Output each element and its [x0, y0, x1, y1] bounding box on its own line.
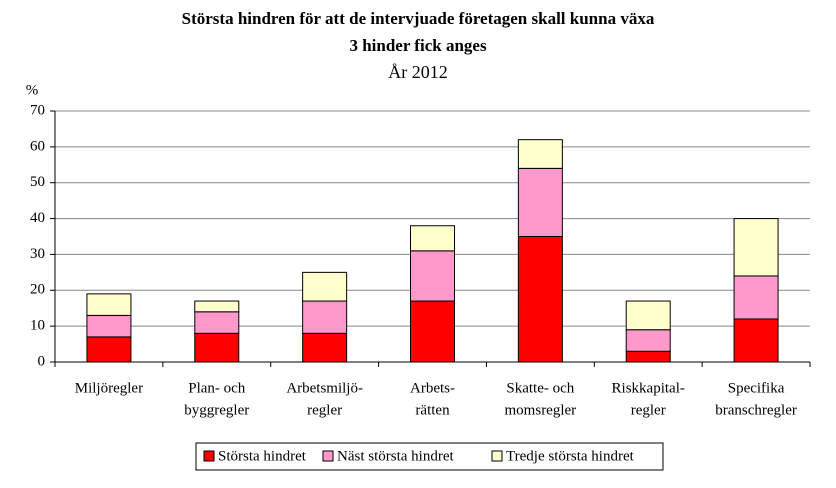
y-tick-label: 0 [38, 353, 46, 369]
x-tick-label: Plan- och [188, 380, 246, 396]
x-tick-label: byggregler [184, 402, 249, 418]
y-tick-label: 60 [30, 138, 45, 154]
x-tick-label: Miljöregler [75, 380, 143, 396]
x-tick-label: Arbets- [410, 380, 455, 396]
y-tick-label: 30 [30, 246, 45, 262]
bar-segment [733, 218, 779, 277]
bar-segment [517, 139, 563, 169]
bar-segment [194, 300, 240, 313]
legend-swatch [491, 450, 503, 462]
bar-segment [302, 332, 348, 363]
bar-segment [733, 318, 779, 363]
chart-title: Största hindren för att de intervjuade f… [182, 9, 655, 28]
x-tick-label: regler [307, 402, 342, 418]
bar-segment [194, 332, 240, 363]
x-tick-label: Arbetsmiljö- [286, 380, 363, 396]
bar-segment [625, 329, 671, 352]
bar-segment [625, 350, 671, 363]
bar-segment [410, 300, 455, 363]
legend-label: Tredje största hindret [506, 448, 635, 464]
bar-segment [86, 336, 132, 363]
y-tick-label: 70 [30, 102, 45, 118]
bar-segment [86, 314, 132, 338]
bar-segment [410, 250, 455, 302]
bar-segment [194, 311, 240, 334]
x-tick-label: momsregler [505, 402, 577, 418]
x-tick-label: branschregler [715, 402, 797, 418]
y-tick-label: 40 [30, 210, 45, 226]
x-tick-label: rätten [415, 402, 450, 418]
bar-segment [517, 236, 563, 363]
chart-subtitle: År 2012 [388, 62, 448, 82]
y-tick-label: 20 [30, 282, 45, 298]
legend-box [195, 442, 664, 471]
bar-segment [302, 300, 348, 334]
y-axis-label: % [26, 82, 39, 98]
legend-swatch [203, 450, 215, 462]
x-tick-label: Skatte- och [506, 380, 574, 396]
bar-segment [302, 271, 348, 302]
y-tick-label: 10 [30, 318, 45, 334]
x-tick-label: Riskkapital- [612, 380, 685, 396]
y-tick-label: 50 [30, 174, 45, 190]
bar-segment [625, 300, 671, 331]
chart-title: 3 hinder fick anges [349, 36, 487, 55]
x-tick-label: Specifika [728, 380, 785, 396]
legend-swatch [322, 450, 334, 462]
bar-segment [410, 225, 455, 252]
bar-segment [517, 167, 563, 237]
legend-label: Största hindret [218, 448, 307, 464]
bar-segment [86, 293, 132, 316]
legend-label: Näst största hindret [337, 448, 454, 464]
x-tick-label: regler [631, 402, 666, 418]
bar-segment [733, 275, 779, 320]
